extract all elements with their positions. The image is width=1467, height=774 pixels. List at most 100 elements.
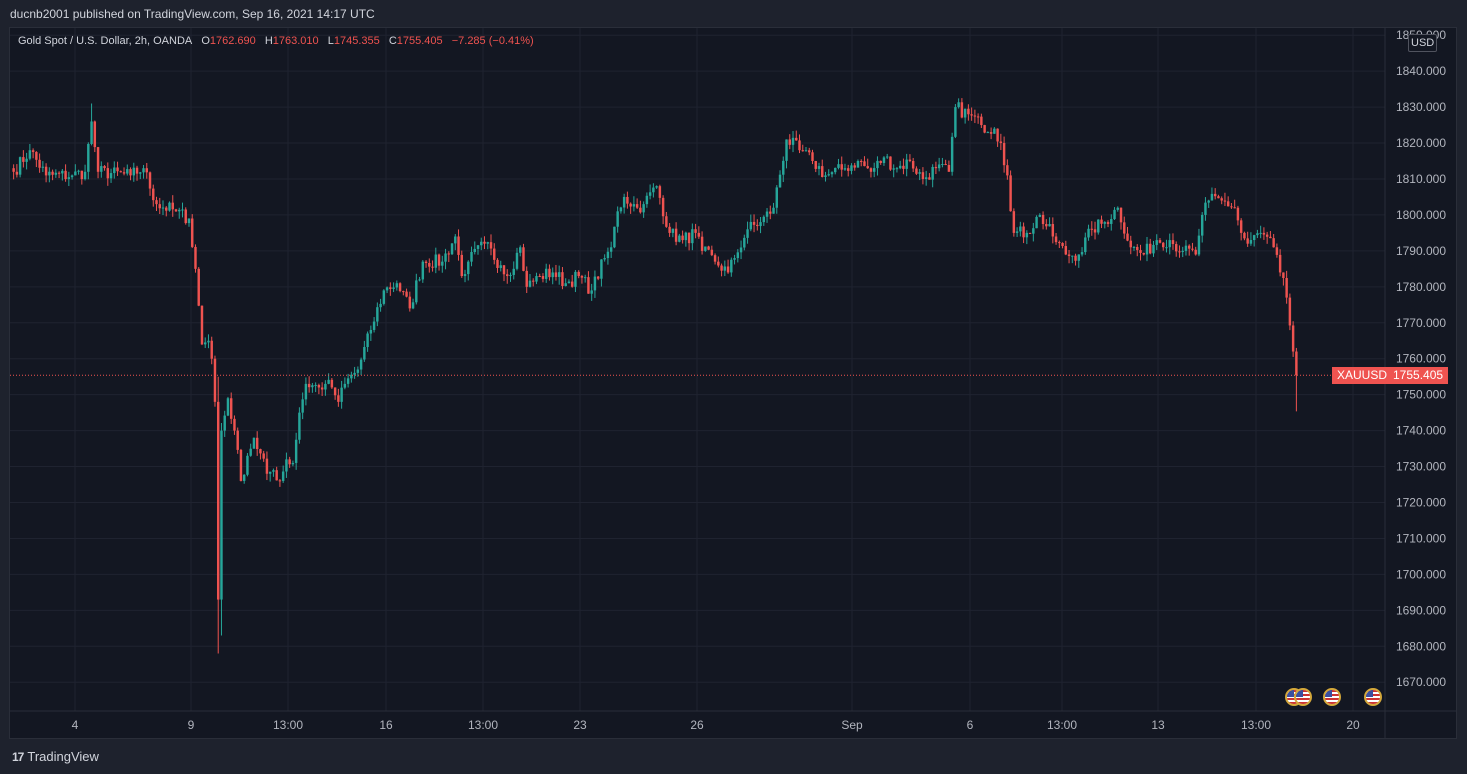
candle-body xyxy=(1178,251,1181,253)
candle-body xyxy=(1077,254,1081,261)
candle-body xyxy=(908,159,912,162)
candle-body xyxy=(509,274,512,277)
price-axis[interactable]: 1670.000 1680.000 1690.000 1700.000 1710.000… xyxy=(1396,28,1446,689)
currency-badge[interactable]: USD xyxy=(1408,34,1438,52)
tradingview-logo[interactable]: 17 TradingView xyxy=(12,749,99,764)
candle-body xyxy=(947,164,951,172)
candle-body xyxy=(980,116,983,126)
candle-body xyxy=(246,455,249,475)
candle-body xyxy=(668,226,671,233)
candle-body xyxy=(661,197,665,217)
candle-body xyxy=(44,166,48,176)
candle-body xyxy=(557,272,561,277)
candle-body xyxy=(1015,231,1019,233)
candle-body xyxy=(15,171,19,175)
candle-body xyxy=(139,172,142,174)
price-tick-label: 1710.000 xyxy=(1396,531,1446,545)
legend-high-label: H xyxy=(264,35,273,47)
candle-body xyxy=(346,378,350,384)
us-flag-icon[interactable] xyxy=(1323,688,1341,706)
candle-body xyxy=(489,242,493,249)
candle-body xyxy=(502,265,506,275)
candle-body xyxy=(213,358,217,402)
candle-body xyxy=(603,258,606,260)
candle-body xyxy=(158,204,161,209)
candle-body xyxy=(1168,240,1171,248)
us-flag-icon[interactable] xyxy=(1364,688,1382,706)
candle-body xyxy=(1022,226,1025,238)
candle-body xyxy=(866,166,869,169)
candle-body xyxy=(918,172,921,174)
candle-body xyxy=(843,168,847,170)
chart-grid xyxy=(10,28,1385,711)
candle-body xyxy=(970,114,973,116)
candle-body xyxy=(782,160,785,175)
candle-body xyxy=(337,395,340,402)
candle-body xyxy=(921,172,925,179)
candle-body xyxy=(1226,201,1230,207)
candle-body xyxy=(749,221,753,230)
candle-body xyxy=(535,276,538,282)
candle-body xyxy=(583,277,587,279)
candle-body xyxy=(48,171,51,176)
candle-body xyxy=(986,132,990,134)
time-tick-label: 13:00 xyxy=(468,718,498,732)
candle-body xyxy=(642,204,645,213)
candle-body xyxy=(12,168,15,172)
candle-body xyxy=(1233,207,1236,209)
time-tick-label: 26 xyxy=(690,718,704,732)
candle-body xyxy=(395,283,399,288)
candle-body xyxy=(135,167,139,174)
candle-body xyxy=(567,281,571,284)
candle-body xyxy=(379,303,382,308)
candle-body xyxy=(1191,248,1194,250)
candle-body xyxy=(229,398,233,419)
candle-body xyxy=(548,268,551,278)
candle-body xyxy=(1217,196,1220,199)
candle-body xyxy=(1132,246,1136,248)
candle-body xyxy=(872,168,876,172)
candle-body xyxy=(1265,234,1269,237)
candle-body xyxy=(934,166,938,169)
candle-body xyxy=(1288,297,1292,326)
candle-body xyxy=(1123,222,1126,234)
candle-body xyxy=(954,107,957,137)
candle-body xyxy=(200,305,204,345)
candle-body xyxy=(61,170,64,174)
chart-frame[interactable] xyxy=(9,27,1457,739)
candle-body xyxy=(1067,254,1071,256)
us-flag-icon[interactable] xyxy=(1294,688,1312,706)
candle-body xyxy=(304,383,308,400)
candle-body xyxy=(694,229,697,233)
candle-body xyxy=(827,174,830,176)
symbol-legend[interactable]: Gold Spot / U.S. Dollar, 2h, OANDA O1762… xyxy=(18,35,534,47)
candle-body xyxy=(853,165,856,168)
candle-body xyxy=(470,251,473,262)
candle-body xyxy=(184,209,187,224)
candle-body xyxy=(83,171,87,180)
candle-body xyxy=(911,161,915,169)
candle-body xyxy=(126,169,129,174)
candle-body xyxy=(385,287,389,291)
candle-body xyxy=(564,283,567,287)
candle-body xyxy=(204,342,207,345)
candle-body xyxy=(658,186,662,198)
candle-body xyxy=(1012,211,1016,233)
candle-body xyxy=(340,387,343,402)
candle-body xyxy=(116,167,119,172)
candle-body xyxy=(1051,224,1055,237)
candle-body xyxy=(756,224,759,227)
candle-body xyxy=(460,254,463,277)
time-axis[interactable]: 4 9 13:00 16 13:00 23 26 Sep 6 13:00 13 13:00 20 xyxy=(72,718,1360,732)
candle-body xyxy=(795,137,798,141)
candle-body xyxy=(1045,224,1048,227)
candle-body xyxy=(288,459,291,465)
candle-body xyxy=(454,236,457,244)
candle-body xyxy=(804,150,808,152)
legend-close-label: C xyxy=(388,35,397,47)
candle-body xyxy=(1113,209,1116,220)
candle-body xyxy=(1230,206,1233,208)
candle-body xyxy=(544,268,548,279)
candle-body xyxy=(444,253,447,262)
